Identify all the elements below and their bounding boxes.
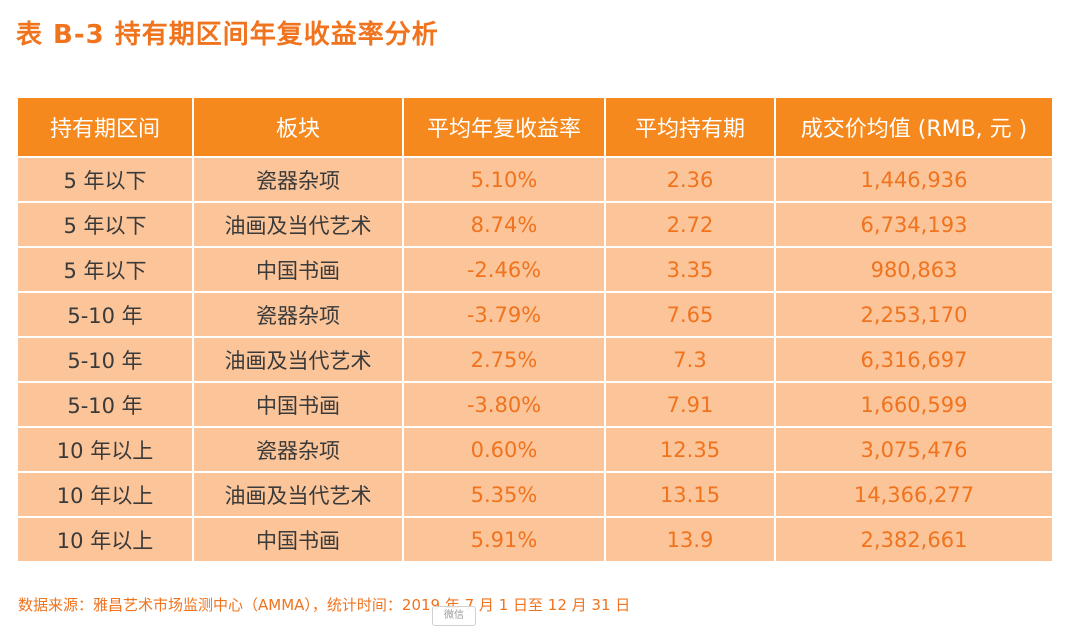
cell-price: 14,366,277	[776, 471, 1052, 516]
cell-period: 5 年以下	[18, 156, 194, 201]
table-row: 10 年以上 瓷器杂项 0.60% 12.35 3,075,476	[18, 426, 1052, 471]
cell-return: -3.79%	[404, 291, 606, 336]
cell-return: 8.74%	[404, 201, 606, 246]
cell-holding: 2.72	[606, 201, 776, 246]
data-table: 持有期区间 板块 平均年复收益率 平均持有期 成交价均值 (RMB, 元 ) 5…	[18, 98, 1052, 561]
table-row: 10 年以上 油画及当代艺术 5.35% 13.15 14,366,277	[18, 471, 1052, 516]
cell-price: 2,382,661	[776, 516, 1052, 561]
cell-return: 5.35%	[404, 471, 606, 516]
cell-period: 5 年以下	[18, 246, 194, 291]
header-holding-period: 持有期区间	[18, 98, 194, 156]
cell-holding: 13.15	[606, 471, 776, 516]
cell-return: -2.46%	[404, 246, 606, 291]
cell-return: 0.60%	[404, 426, 606, 471]
cell-holding: 7.91	[606, 381, 776, 426]
cell-sector: 油画及当代艺术	[194, 471, 404, 516]
cell-price: 1,660,599	[776, 381, 1052, 426]
cell-period: 5-10 年	[18, 291, 194, 336]
header-avg-return: 平均年复收益率	[404, 98, 606, 156]
cell-holding: 2.36	[606, 156, 776, 201]
cell-period: 5-10 年	[18, 336, 194, 381]
table-row: 5-10 年 油画及当代艺术 2.75% 7.3 6,316,697	[18, 336, 1052, 381]
table-row: 5 年以下 瓷器杂项 5.10% 2.36 1,446,936	[18, 156, 1052, 201]
cell-period: 10 年以上	[18, 426, 194, 471]
table-row: 10 年以上 中国书画 5.91% 13.9 2,382,661	[18, 516, 1052, 561]
cell-price: 1,446,936	[776, 156, 1052, 201]
table-row: 5-10 年 中国书画 -3.80% 7.91 1,660,599	[18, 381, 1052, 426]
cell-holding: 3.35	[606, 246, 776, 291]
cell-sector: 中国书画	[194, 516, 404, 561]
cell-holding: 12.35	[606, 426, 776, 471]
header-avg-price: 成交价均值 (RMB, 元 )	[776, 98, 1052, 156]
cell-price: 3,075,476	[776, 426, 1052, 471]
cell-holding: 7.65	[606, 291, 776, 336]
page-title: 表 B-3 持有期区间年复收益率分析	[16, 20, 439, 50]
cell-return: 5.91%	[404, 516, 606, 561]
cell-holding: 7.3	[606, 336, 776, 381]
cell-return: 5.10%	[404, 156, 606, 201]
cell-period: 10 年以上	[18, 516, 194, 561]
cell-sector: 瓷器杂项	[194, 156, 404, 201]
cell-price: 6,734,193	[776, 201, 1052, 246]
header-avg-holding: 平均持有期	[606, 98, 776, 156]
table-row: 5 年以下 油画及当代艺术 8.74% 2.72 6,734,193	[18, 201, 1052, 246]
watermark-badge: 微信	[432, 606, 476, 626]
cell-return: -3.80%	[404, 381, 606, 426]
source-note: 数据来源：雅昌艺术市场监测中心（AMMA），统计时间：2019 年 7 月 1 …	[18, 596, 631, 614]
cell-period: 5 年以下	[18, 201, 194, 246]
cell-period: 10 年以上	[18, 471, 194, 516]
cell-sector: 中国书画	[194, 246, 404, 291]
cell-return: 2.75%	[404, 336, 606, 381]
cell-period: 5-10 年	[18, 381, 194, 426]
cell-price: 2,253,170	[776, 291, 1052, 336]
cell-price: 6,316,697	[776, 336, 1052, 381]
header-sector: 板块	[194, 98, 404, 156]
cell-sector: 瓷器杂项	[194, 426, 404, 471]
table-row: 5-10 年 瓷器杂项 -3.79% 7.65 2,253,170	[18, 291, 1052, 336]
table-header-row: 持有期区间 板块 平均年复收益率 平均持有期 成交价均值 (RMB, 元 )	[18, 98, 1052, 156]
cell-price: 980,863	[776, 246, 1052, 291]
cell-holding: 13.9	[606, 516, 776, 561]
cell-sector: 油画及当代艺术	[194, 336, 404, 381]
cell-sector: 油画及当代艺术	[194, 201, 404, 246]
cell-sector: 瓷器杂项	[194, 291, 404, 336]
cell-sector: 中国书画	[194, 381, 404, 426]
table-row: 5 年以下 中国书画 -2.46% 3.35 980,863	[18, 246, 1052, 291]
